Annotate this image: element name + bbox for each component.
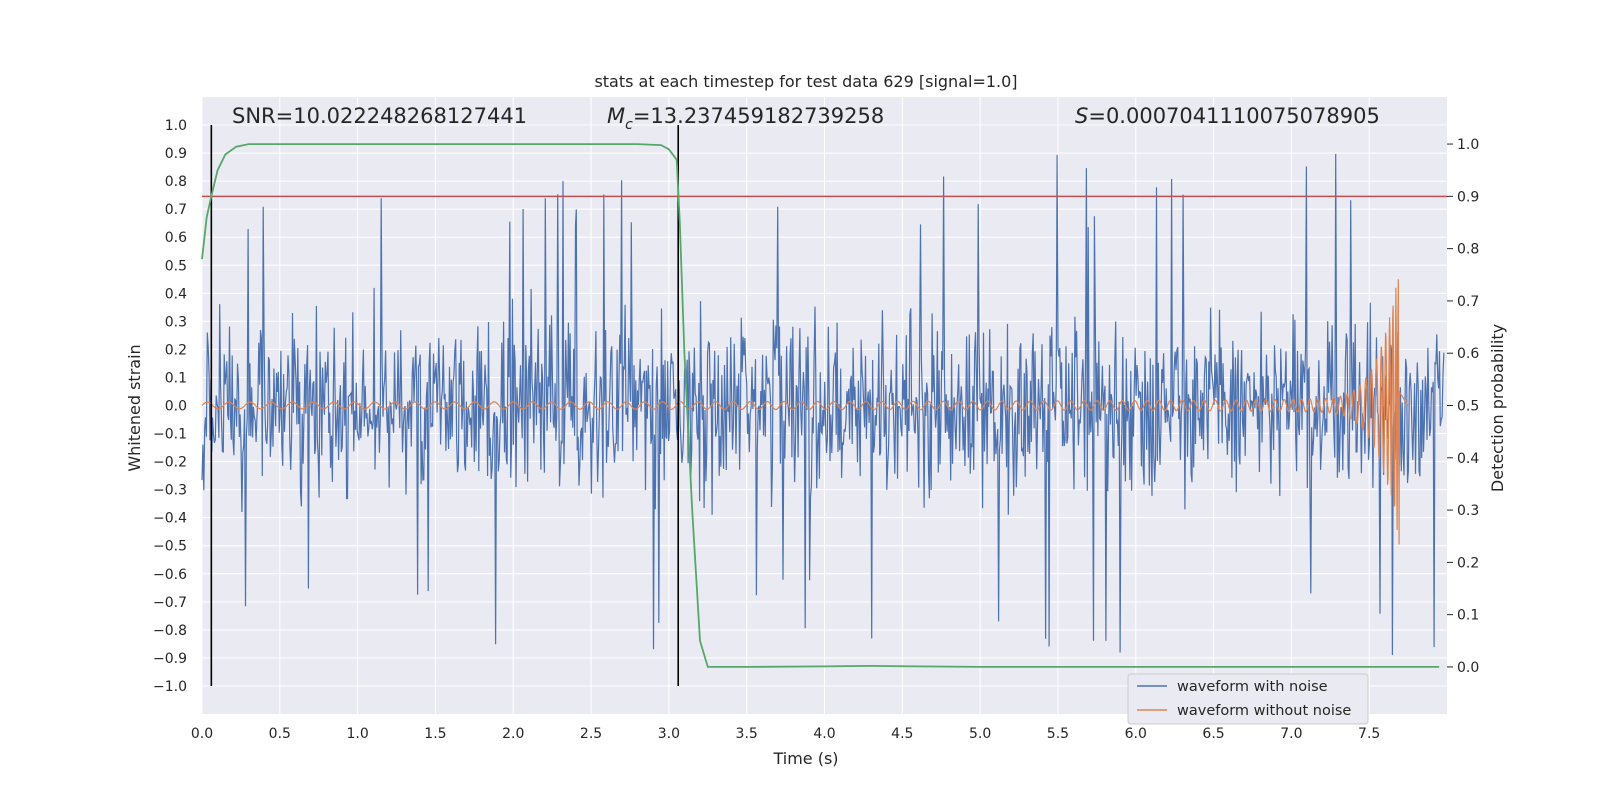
y-tick-label: 0.5 [165, 258, 187, 274]
x-tick-label: 2.0 [502, 726, 524, 742]
y-tick-label: 0.1 [165, 370, 187, 386]
legend: waveform with noise waveform without noi… [1127, 673, 1369, 725]
y-tick-label: −0.2 [153, 455, 187, 471]
x-tick-label: 0.5 [269, 726, 291, 742]
y-tick-label: 0.0 [165, 399, 187, 415]
mc-symbol: M [607, 104, 625, 128]
y-axis-label: Whitened strain [125, 344, 144, 471]
y-tick-label: −0.6 [153, 567, 187, 583]
y2-tick-label: 0.1 [1457, 608, 1479, 624]
x-tick-label: 6.0 [1125, 726, 1147, 742]
y-tick-label: 0.3 [165, 314, 187, 330]
y-tick-label: −0.5 [153, 539, 187, 555]
y2-tick-label: 0.3 [1457, 503, 1479, 519]
x-tick-label: 4.5 [891, 726, 913, 742]
s-value: =0.0007041110075078905 [1088, 104, 1380, 128]
x-tick-label: 5.5 [1047, 726, 1069, 742]
y2-tick-label: 0.0 [1457, 660, 1479, 676]
x-tick-label: 2.5 [580, 726, 602, 742]
ticks: 0.0 0.5 1.0 1.5 2.0 2.5 3.0 3.5 4.0 4.5 5.0 5.5 6.0 6… [153, 118, 1479, 742]
x-tick-label: 3.5 [736, 726, 758, 742]
x-tick-label: 7.5 [1358, 726, 1380, 742]
mc-value: =13.237459182739258 [633, 104, 884, 128]
y-tick-label: 0.4 [165, 286, 187, 302]
x-tick-label: 1.5 [424, 726, 446, 742]
x-tick-label: 3.0 [658, 726, 680, 742]
mc-subscript: c [625, 117, 633, 133]
y-tick-label: −0.4 [153, 511, 187, 527]
chart-title: stats at each timestep for test data 629… [594, 72, 1017, 91]
x-tick-label: 7.0 [1280, 726, 1302, 742]
x-tick-label: 1.0 [346, 726, 368, 742]
y-tick-label: −0.9 [153, 651, 187, 667]
series-line-waveform-without-noise [201, 279, 1409, 545]
x-tick-label: 0.0 [191, 726, 213, 742]
x-tick-label: 4.0 [813, 726, 835, 742]
y-tick-label: 0.6 [165, 230, 187, 246]
y-tick-label: −0.8 [153, 623, 187, 639]
y2-tick-label: 0.4 [1457, 451, 1479, 467]
y-tick-label: 0.7 [165, 202, 187, 218]
y2-tick-label: 0.5 [1457, 399, 1479, 415]
y2-tick-label: 0.9 [1457, 189, 1479, 205]
y2-tick-label: 0.2 [1457, 555, 1479, 571]
y2-tick-label: 0.6 [1457, 346, 1479, 362]
data-layer [201, 125, 1447, 686]
y-tick-label: −0.7 [153, 595, 187, 611]
x-tick-label: 6.5 [1202, 726, 1224, 742]
series-line-waveform-with-noise [201, 153, 1445, 656]
legend-label-noise: waveform with noise [1177, 679, 1328, 695]
y2-tick-label: 0.8 [1457, 242, 1479, 258]
series-line-detection-probability [201, 143, 1440, 668]
y-tick-label: 0.2 [165, 342, 187, 358]
y-tick-label: −0.1 [153, 427, 187, 443]
y2-tick-label: 0.7 [1457, 294, 1479, 310]
x-tick-label: 5.0 [969, 726, 991, 742]
y-tick-label: 0.9 [165, 146, 187, 162]
x-axis-label: Time (s) [772, 749, 838, 768]
y-tick-label: 0.8 [165, 174, 187, 190]
snr-annotation: SNR=10.022248268127441 [232, 104, 527, 128]
s-symbol: S [1075, 104, 1088, 128]
y-tick-label: −0.3 [153, 483, 187, 499]
legend-box [1127, 673, 1369, 725]
y-tick-label: 1.0 [165, 118, 187, 134]
s-annotation: S=0.0007041110075078905 [1075, 104, 1380, 128]
chirp-mass-annotation: Mc=13.237459182739258 [607, 104, 884, 133]
y2-tick-label: 1.0 [1457, 137, 1479, 153]
legend-label-clean: waveform without noise [1177, 703, 1351, 719]
y-tick-label: −1.0 [153, 679, 187, 695]
y2-axis-label: Detection probability [1488, 324, 1507, 492]
